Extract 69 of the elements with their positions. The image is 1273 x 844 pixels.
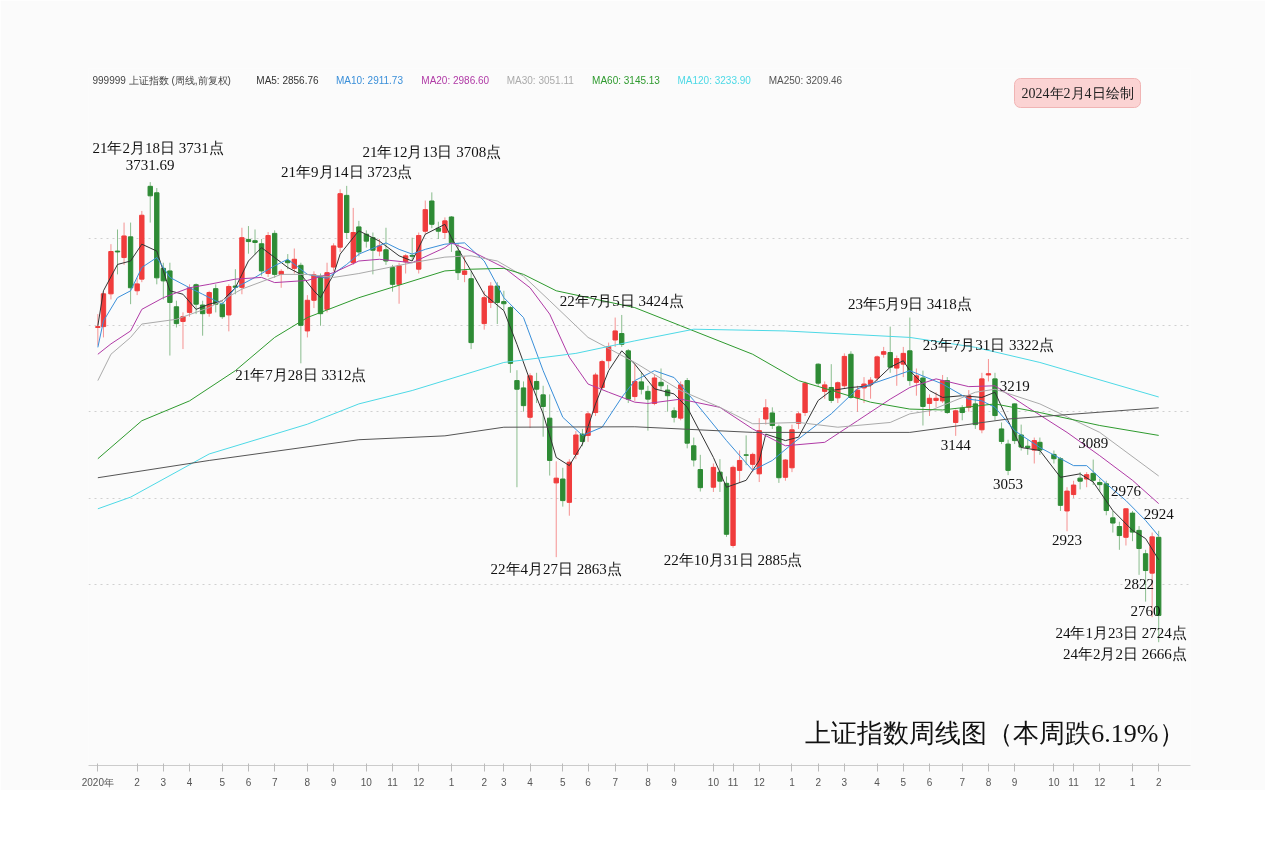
x-tick-label: 12 [413, 776, 425, 788]
x-tick-label: 7 [271, 776, 278, 788]
text: 2024年2月4日绘制 [1021, 85, 1134, 101]
candlestick [1077, 471, 1083, 490]
x-tick-label: 12 [1094, 776, 1106, 788]
x-tick-label: 4 [527, 776, 534, 788]
text: MA10: 2911.73 [335, 74, 404, 86]
x-tick-label: 5 [560, 776, 567, 788]
text: MA120: 3233.90 [677, 74, 752, 86]
x-tick-label: 2 [815, 776, 822, 788]
x-tick-label: 1 [1129, 776, 1136, 788]
x-tick-label: 10 [707, 776, 720, 788]
x-tick-label: 6 [926, 776, 933, 788]
text: MA60: 3145.13 [592, 74, 661, 86]
annotation: 24年2月2日 2666点 [1062, 646, 1187, 663]
text: MA20: 2986.60 [421, 74, 490, 86]
x-tick-label: 4 [186, 776, 193, 788]
x-tick-label: 5 [219, 776, 226, 788]
x-tick-label: 7 [959, 776, 966, 788]
x-tick-label: 6 [245, 776, 252, 788]
annotation: 22年10月31日 2885点 [663, 551, 803, 568]
x-tick-label: 8 [985, 776, 992, 788]
annotation: 2822 [1124, 575, 1155, 592]
x-tick-label: 2 [1155, 776, 1162, 788]
annotation: 21年2月18日 3731点 [92, 140, 224, 157]
x-tick-label: 3 [841, 776, 848, 788]
x-tick-label: 10 [1048, 776, 1060, 788]
x-tick-label: 7 [612, 776, 619, 788]
x-tick-label: 8 [304, 776, 311, 788]
x-tick-label: 9 [671, 776, 678, 788]
text: MA250: 3209.46 [768, 74, 843, 86]
candlestick [134, 277, 140, 296]
x-tick-label: 11 [727, 776, 739, 788]
annotation: 2924 [1143, 505, 1175, 522]
x-tick-label: 8 [645, 776, 652, 788]
annotation: 3144 [940, 436, 972, 453]
candlestick [671, 406, 677, 423]
annotation: 3089 [1078, 434, 1109, 451]
annotation: 22年4月27日 2863点 [490, 561, 622, 578]
x-tick-label: 9 [1011, 776, 1018, 788]
annotation: 3219 [999, 378, 1030, 395]
x-tick-label: 11 [387, 776, 399, 788]
x-tick-label: 1 [448, 776, 455, 788]
annotation: 3731.69 [125, 157, 175, 174]
x-tick-label: 10 [360, 776, 373, 788]
x-tick-label: 1 [789, 776, 796, 788]
x-tick-label: 12 [753, 776, 766, 788]
annotation: 2923 [1052, 532, 1083, 549]
annotation: 21年7月28日 3312点 [235, 367, 367, 384]
x-tick-label: 4 [874, 776, 881, 788]
annotation: 21年12月13日 3708点 [362, 144, 502, 161]
x-tick-label: 2 [134, 776, 141, 788]
annotation: 21年9月14日 3723点 [281, 163, 413, 180]
x-tick-label: 3 [501, 776, 508, 788]
text: 上证指数周线图（本周跌6.19%） [805, 718, 1185, 748]
text: MA30: 3051.11 [506, 74, 575, 86]
annotation: 23年5月9日 3418点 [847, 295, 972, 312]
x-tick-label: 3 [160, 776, 167, 788]
x-tick-label: 5 [900, 776, 907, 788]
annotation: 2976 [1110, 483, 1142, 500]
x-tick-label: 2020年 [81, 776, 114, 788]
x-tick-label: 2 [481, 776, 488, 788]
x-tick-label: 6 [585, 776, 592, 788]
x-tick-label: 11 [1068, 776, 1080, 788]
x-tick-label: 9 [330, 776, 337, 788]
annotation: 3053 [993, 476, 1024, 493]
annotation: 24年1月23日 2724点 [1055, 625, 1187, 642]
legend-title: 999999 上证指数 (周线,前复权) [92, 74, 231, 86]
text: MA5: 2856.76 [256, 74, 319, 86]
